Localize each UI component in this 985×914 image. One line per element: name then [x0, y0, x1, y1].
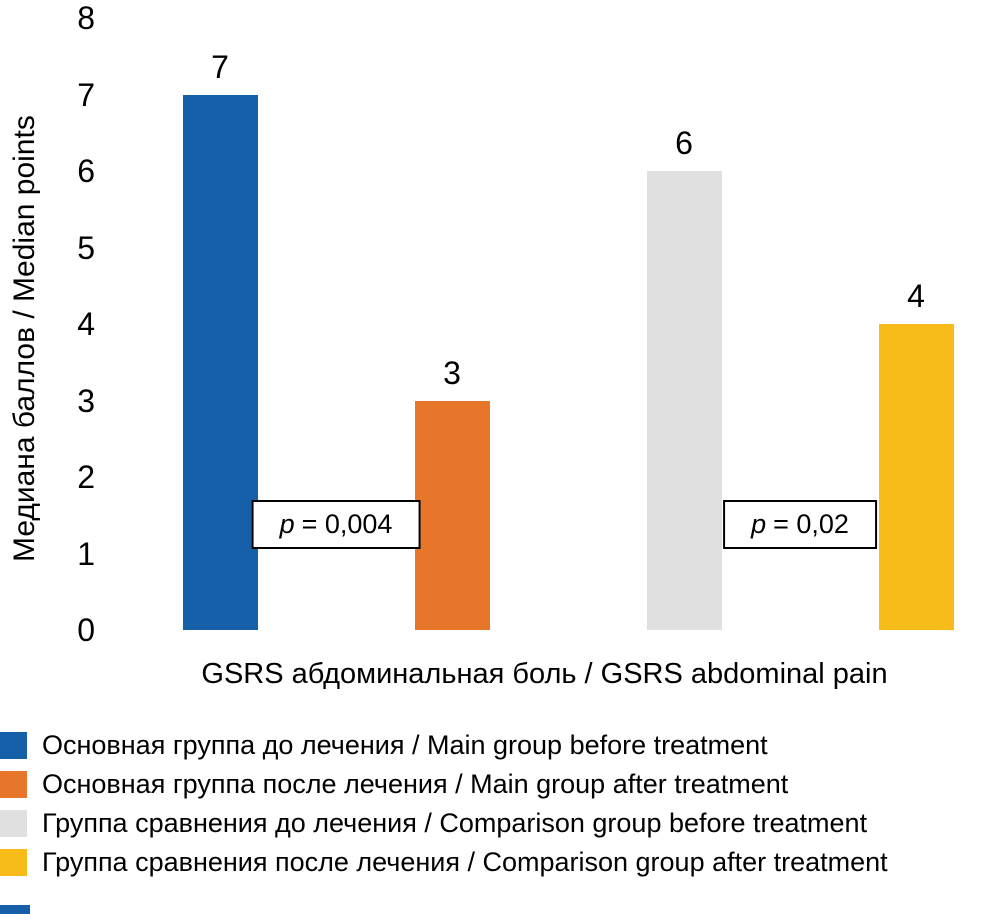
y-tick-label: 7 [77, 76, 95, 113]
legend-label: Основная группа до лечения / Main group … [42, 730, 768, 760]
y-tick-label: 0 [77, 612, 95, 648]
bar-value-label: 7 [211, 48, 229, 85]
legend-swatch [0, 731, 27, 759]
legend: Основная группа до лечения / Main group … [0, 730, 985, 886]
p-symbol: p [751, 509, 767, 539]
y-tick-label: 3 [77, 382, 95, 419]
bar-value-label: 3 [443, 354, 461, 391]
legend-row-3: Группа сравнения после лечения / Compari… [0, 847, 985, 877]
bar-value-label: 4 [907, 278, 925, 314]
legend-row-1: Основная группа после лечения / Main gro… [0, 769, 985, 799]
bar-3 [878, 324, 954, 630]
legend-row-0: Основная группа до лечения / Main group … [0, 730, 985, 760]
legend-swatch [0, 770, 27, 798]
y-tick-label: 6 [77, 153, 95, 189]
p-value-text: = 0,02 [773, 509, 849, 539]
p-value-box: p = 0,02 [723, 500, 877, 549]
legend-swatch [0, 848, 27, 876]
p-symbol: p [279, 509, 295, 539]
y-tick-label: 1 [77, 535, 95, 572]
legend-swatch [0, 809, 27, 837]
cropped-blue-strip [0, 905, 30, 914]
bar-1 [414, 400, 490, 630]
legend-row-2: Группа сравнения до лечения / Comparison… [0, 808, 985, 838]
legend-label: Группа сравнения после лечения / Compari… [42, 847, 888, 877]
p-value-text: = 0,004 [301, 509, 393, 539]
bar-value-label: 6 [675, 125, 693, 161]
y-axis-tick-labels: 0 1 2 3 4 5 6 7 8 [0, 0, 95, 646]
y-tick-label: 5 [77, 229, 95, 266]
p-value-box: p = 0,004 [251, 500, 421, 549]
legend-label: Группа сравнения до лечения / Comparison… [42, 808, 868, 838]
y-tick-label: 8 [77, 0, 95, 36]
y-tick-label: 2 [77, 459, 95, 495]
x-axis-title: GSRS абдоминальная боль / GSRS abdominal… [201, 658, 888, 690]
y-tick-label: 4 [77, 306, 95, 342]
bar-0 [182, 94, 258, 630]
legend-label: Основная группа после лечения / Main gro… [42, 769, 789, 799]
bar-2 [646, 171, 722, 630]
